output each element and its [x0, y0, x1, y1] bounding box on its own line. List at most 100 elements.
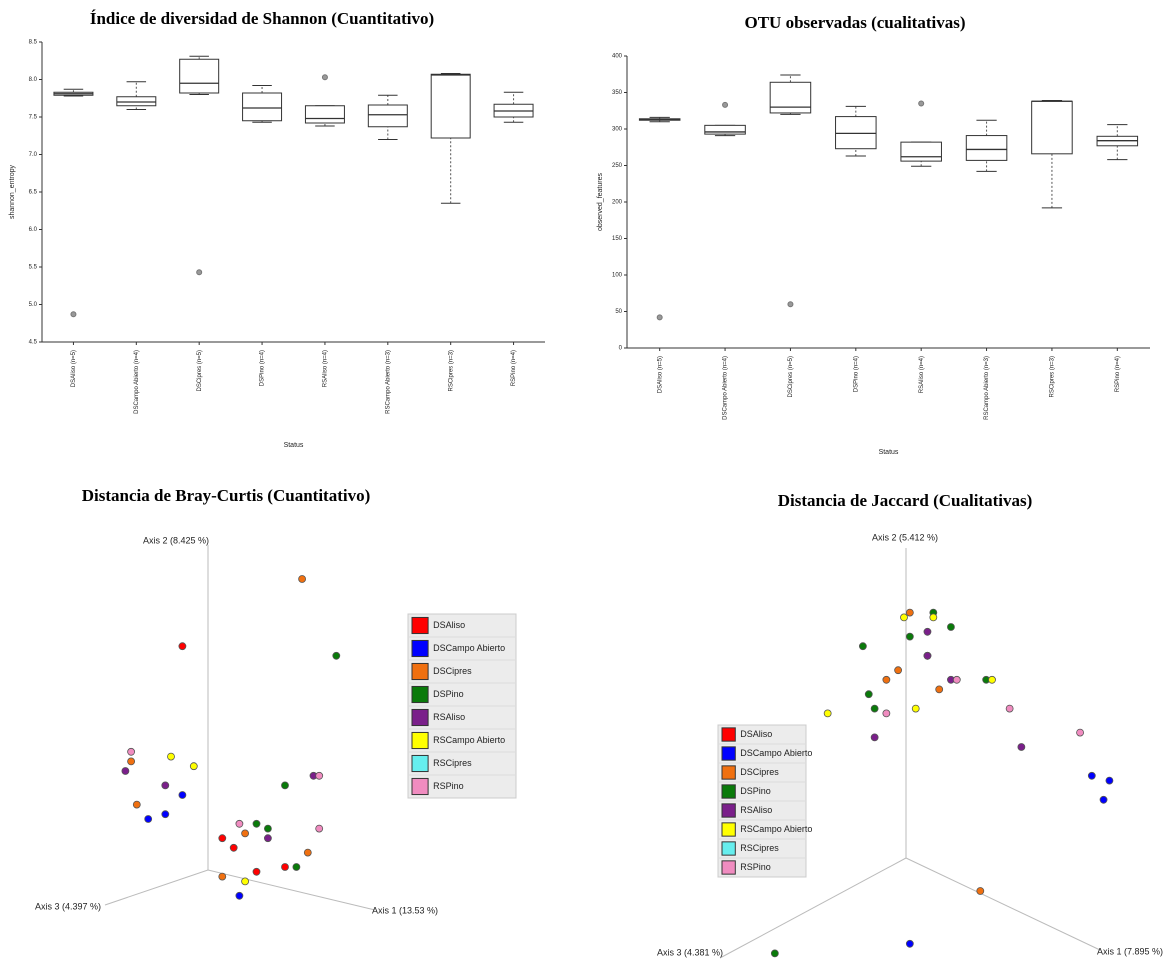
- point: [218, 872, 227, 881]
- point: [229, 843, 238, 852]
- point: [905, 608, 914, 617]
- legend-swatch: [721, 822, 736, 837]
- y-tick-label: 7.5: [29, 115, 38, 121]
- box: [1031, 100, 1073, 155]
- point: [292, 863, 301, 871]
- legend-label: DSPino: [740, 786, 771, 796]
- point: [935, 685, 944, 694]
- point: [823, 709, 832, 718]
- y-tick-label: 50: [615, 309, 622, 315]
- chart-title: OTU observadas (cualitativas): [745, 13, 966, 32]
- legend-swatch: [721, 746, 736, 761]
- box: [430, 73, 471, 139]
- point: [864, 690, 873, 699]
- point: [911, 704, 920, 713]
- legend-swatch: [411, 616, 429, 635]
- point: [127, 757, 136, 766]
- x-tick-label: RSCipres (n=3): [448, 350, 454, 392]
- x-tick-label: RSPino (n=4): [1115, 356, 1121, 392]
- y-tick-label: 400: [612, 54, 623, 60]
- outlier: [321, 74, 328, 81]
- point: [900, 613, 908, 622]
- y-tick-label: 8.5: [29, 40, 38, 46]
- y-tick-label: 7.0: [29, 152, 38, 158]
- legend-swatch: [411, 754, 429, 773]
- y-tick-label: 6.5: [29, 190, 38, 196]
- x-axis-label: Status: [284, 442, 304, 449]
- chart-title: Distancia de Bray-Curtis (Cuantitativo): [82, 486, 371, 505]
- legend-swatch: [721, 765, 736, 780]
- point: [1005, 704, 1014, 713]
- legend-label: RSPino: [740, 862, 771, 872]
- point: [988, 675, 996, 684]
- outlier: [656, 314, 663, 321]
- legend-label: RSAliso: [433, 712, 465, 722]
- point: [235, 891, 244, 900]
- axis-label: Axis 3 (4.381 %): [657, 947, 723, 957]
- box: [367, 104, 408, 128]
- point: [870, 704, 879, 713]
- point: [127, 747, 136, 756]
- point: [1099, 795, 1108, 804]
- y-tick-label: 4.5: [29, 340, 38, 346]
- box: [965, 135, 1008, 161]
- box: [769, 81, 812, 114]
- x-axis-label: Status: [879, 449, 899, 456]
- axis-label: Axis 1 (13.53 %): [372, 905, 438, 915]
- x-tick-label: DSCampo Abierto (n=4): [723, 356, 729, 420]
- legend-label: DSCampo Abierto: [740, 748, 812, 758]
- legend-label: RSCipres: [433, 758, 472, 768]
- y-axis-label: shannon_entropy: [9, 164, 16, 219]
- point: [905, 632, 914, 641]
- point: [144, 815, 153, 823]
- point: [161, 781, 170, 790]
- point: [252, 867, 261, 876]
- y-tick-label: 300: [612, 127, 623, 133]
- axis-label: Axis 2 (8.425 %): [143, 535, 209, 545]
- x-tick-label: DSAliso (n=5): [71, 350, 77, 387]
- point: [332, 651, 341, 660]
- x-tick-label: DSPino (n=4): [260, 350, 266, 386]
- box: [835, 116, 877, 150]
- y-tick-label: 100: [612, 273, 623, 279]
- point: [161, 810, 170, 819]
- x-tick-label: RSCampo Abierto (n=3): [984, 356, 990, 420]
- legend-swatch: [721, 803, 736, 818]
- legend-swatch: [721, 727, 736, 742]
- legend-swatch: [411, 662, 429, 681]
- y-tick-label: 5.0: [29, 302, 38, 308]
- axis-line: [719, 857, 907, 959]
- legend-label: DSAliso: [433, 620, 465, 630]
- axis-line: [905, 857, 1101, 951]
- legend-swatch: [411, 708, 429, 727]
- point: [315, 771, 324, 780]
- point: [1087, 771, 1096, 780]
- axis-line: [207, 869, 376, 911]
- axis-label: Axis 2 (5.412 %): [872, 532, 938, 542]
- legend-swatch: [411, 685, 429, 704]
- point: [923, 627, 932, 636]
- legend-label: RSPino: [433, 781, 464, 791]
- y-axis-label: observed_features: [597, 173, 604, 231]
- legend-swatch: [411, 731, 429, 750]
- y-tick-label: 8.0: [29, 77, 38, 83]
- legend-swatch: [721, 841, 736, 856]
- legend-label: DSCampo Abierto: [433, 643, 505, 653]
- x-tick-label: DSCipres (n=5): [788, 356, 794, 398]
- point: [241, 877, 250, 886]
- point: [252, 819, 261, 828]
- point: [167, 752, 175, 761]
- y-tick-label: 150: [612, 236, 623, 242]
- point: [929, 613, 938, 622]
- axis-label: Axis 1 (7.895 %): [1097, 946, 1163, 956]
- x-tick-label: DSAliso (n=5): [657, 356, 663, 393]
- legend-swatch: [411, 777, 429, 796]
- y-tick-label: 6.0: [29, 227, 38, 233]
- point: [263, 834, 272, 843]
- box: [242, 92, 283, 122]
- legend-label: RSCampo Abierto: [740, 824, 812, 834]
- y-tick-label: 250: [612, 163, 623, 169]
- y-tick-label: 0: [619, 346, 623, 352]
- legend-label: DSPino: [433, 689, 464, 699]
